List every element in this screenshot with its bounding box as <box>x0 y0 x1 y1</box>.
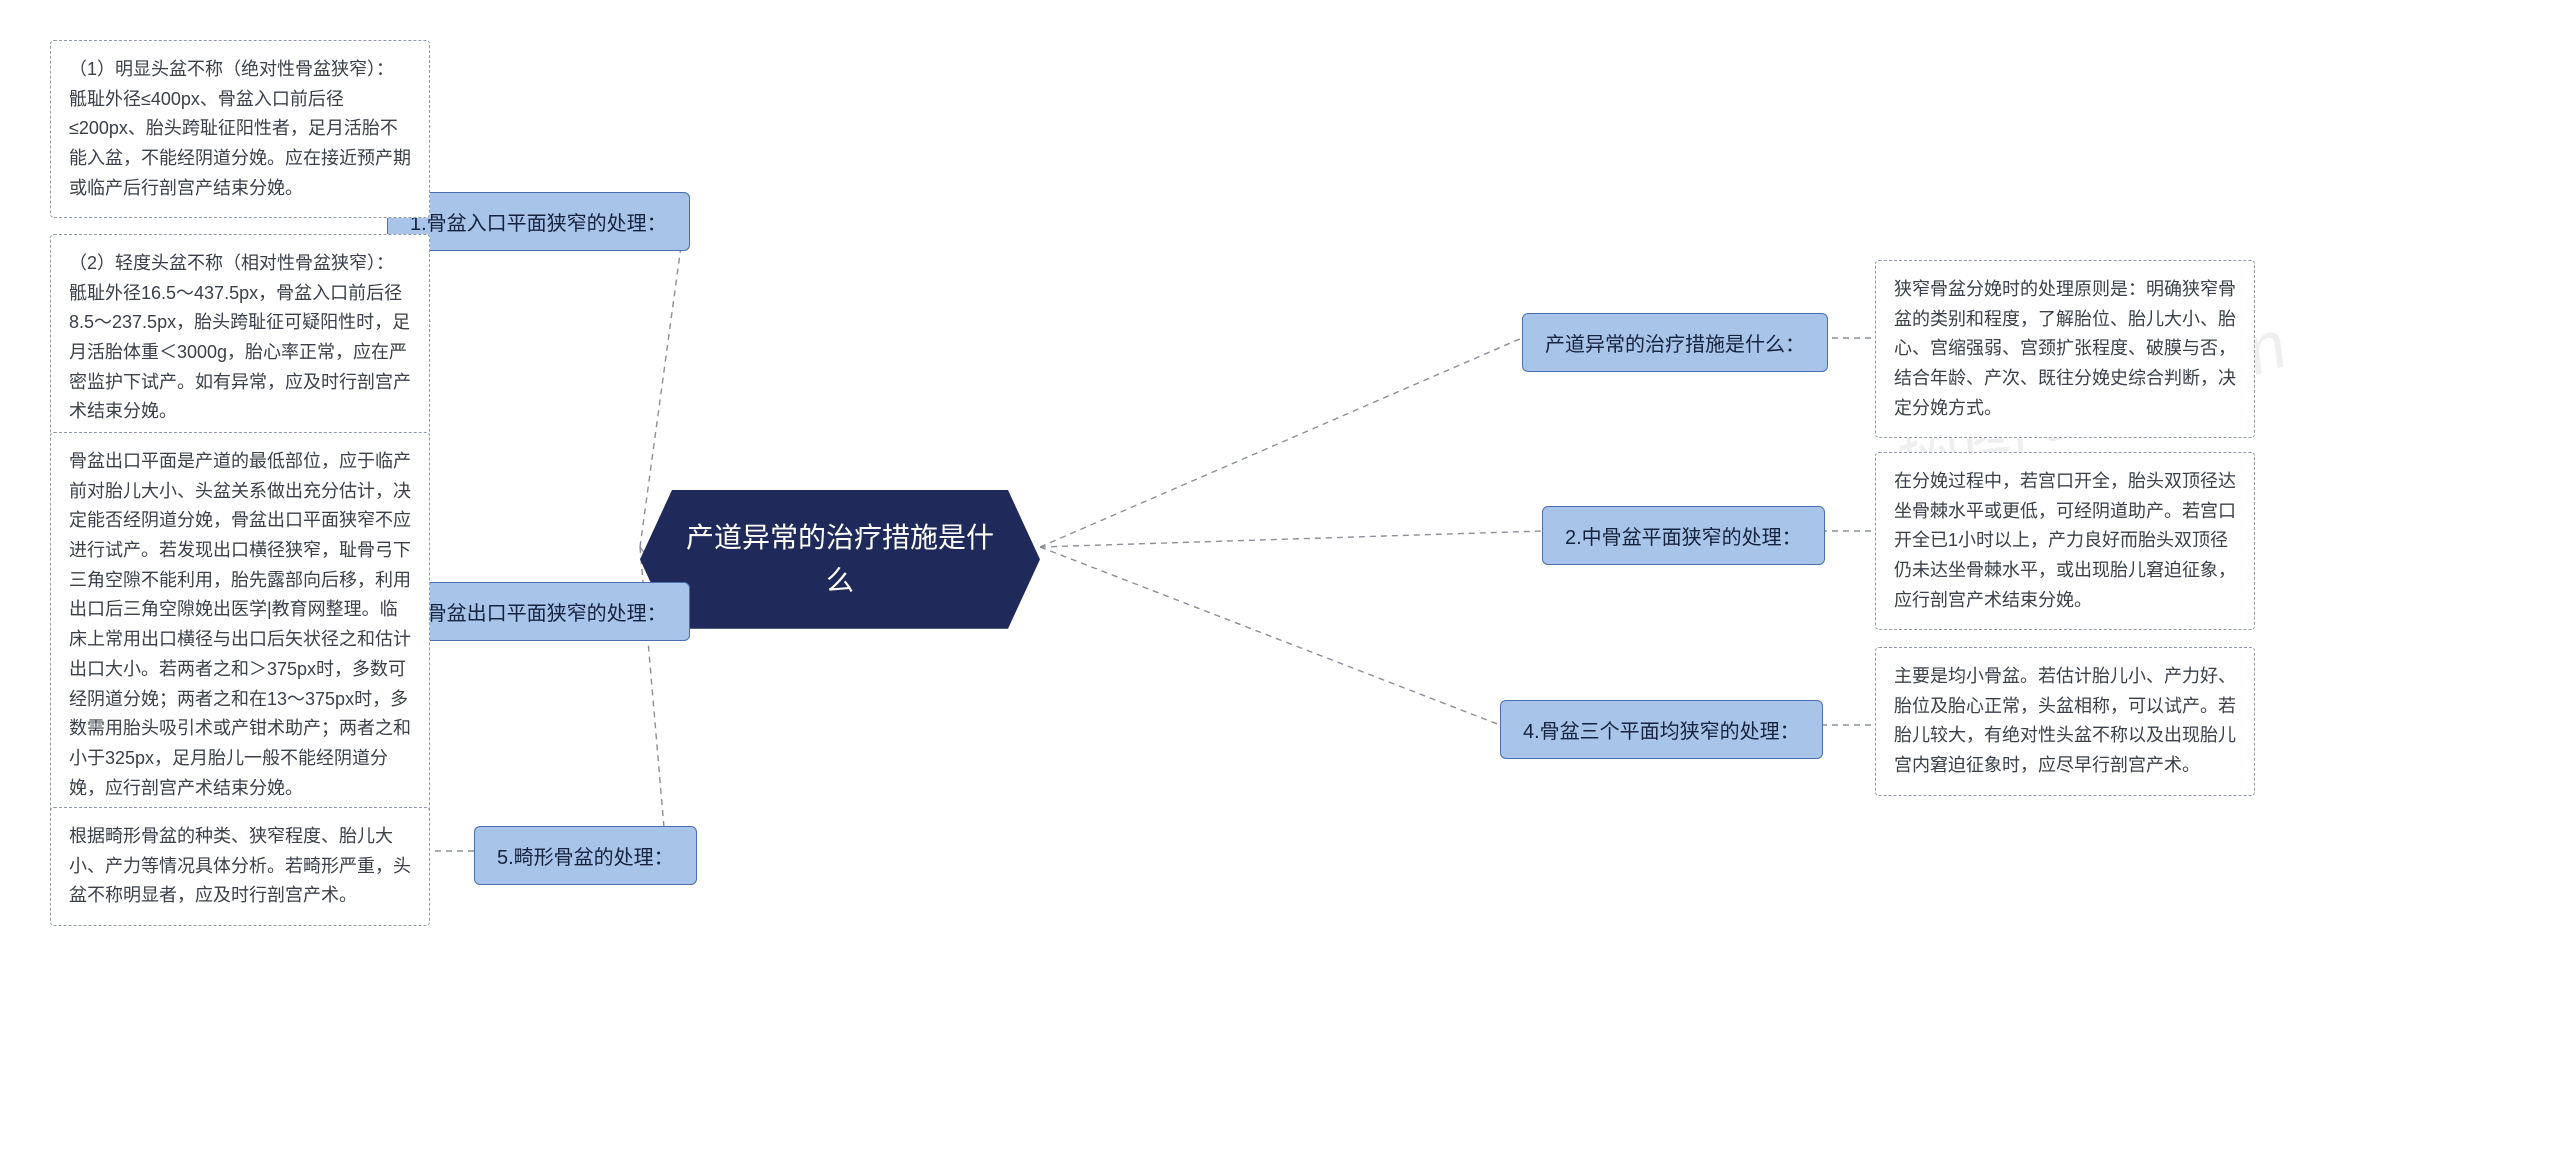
branch-left-3[interactable]: 3.骨盆出口平面狭窄的处理： <box>387 582 690 641</box>
branch-right-4[interactable]: 4.骨盆三个平面均狭窄的处理： <box>1500 700 1823 759</box>
root-node[interactable]: 产道异常的治疗措施是什么 <box>640 490 1040 629</box>
leaf-right-principle: 狭窄骨盆分娩时的处理原则是：明确狭窄骨盆的类别和程度，了解胎位、胎儿大小、胎心、… <box>1875 260 2255 438</box>
leaf-left-1-a: （1）明显头盆不称（绝对性骨盆狭窄）：骶耻外径≤400px、骨盆入口前后径≤20… <box>50 40 430 218</box>
leaf-left-1-b: （2）轻度头盆不称（相对性骨盆狭窄）：骶耻外径16.5～437.5px，骨盆入口… <box>50 234 430 442</box>
mindmap-canvas: shutu.cn 树图 shutu.cn 产道异常的治疗措施是什么 1.骨盆入口… <box>0 0 2560 1151</box>
branch-left-5[interactable]: 5.畸形骨盆的处理： <box>474 826 697 885</box>
leaf-right-2: 在分娩过程中，若宫口开全，胎头双顶径达坐骨棘水平或更低，可经阴道助产。若宫口开全… <box>1875 452 2255 630</box>
leaf-right-4: 主要是均小骨盆。若估计胎儿小、产力好、胎位及胎心正常，头盆相称，可以试产。若胎儿… <box>1875 647 2255 796</box>
leaf-left-3: 骨盆出口平面是产道的最低部位，应于临产前对胎儿大小、头盆关系做出充分估计，决定能… <box>50 432 430 818</box>
branch-right-principle[interactable]: 产道异常的治疗措施是什么： <box>1522 313 1828 372</box>
branch-left-1[interactable]: 1.骨盆入口平面狭窄的处理： <box>387 192 690 251</box>
branch-right-2[interactable]: 2.中骨盆平面狭窄的处理： <box>1542 506 1825 565</box>
leaf-left-5: 根据畸形骨盆的种类、狭窄程度、胎儿大小、产力等情况具体分析。若畸形严重，头盆不称… <box>50 807 430 926</box>
